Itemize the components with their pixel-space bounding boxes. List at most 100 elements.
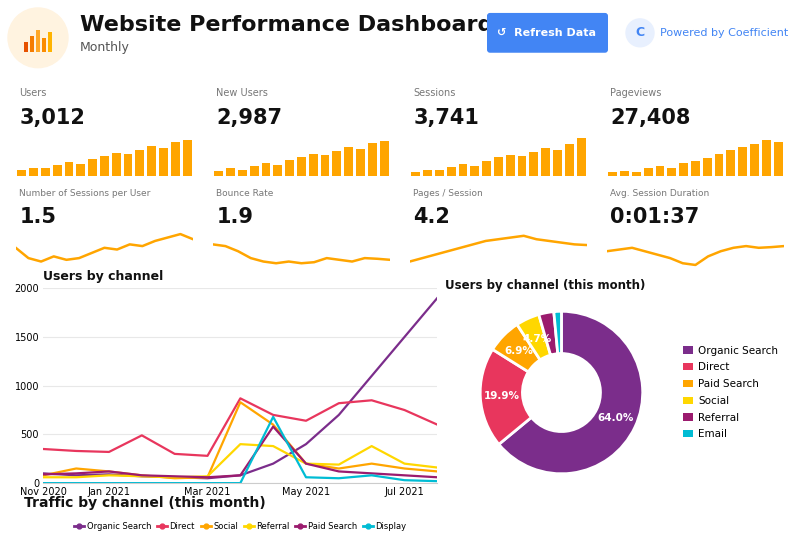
Bar xyxy=(285,160,294,176)
Bar xyxy=(17,170,26,176)
Bar xyxy=(100,156,109,176)
Wedge shape xyxy=(554,311,561,354)
Text: 1.5: 1.5 xyxy=(19,207,56,227)
Bar xyxy=(333,151,341,176)
Text: Users: Users xyxy=(19,88,46,98)
Bar xyxy=(727,150,735,176)
Circle shape xyxy=(626,19,654,47)
Bar xyxy=(159,148,168,176)
Bar xyxy=(48,32,52,52)
Bar xyxy=(368,143,377,176)
Bar xyxy=(679,163,688,176)
Bar xyxy=(147,145,156,176)
Bar xyxy=(214,171,223,176)
Bar xyxy=(30,36,34,52)
Text: 27,408: 27,408 xyxy=(610,108,690,128)
Text: New Users: New Users xyxy=(216,88,268,98)
Bar xyxy=(41,169,50,176)
Bar xyxy=(667,167,676,176)
Bar xyxy=(321,155,329,176)
Bar xyxy=(29,167,38,176)
Bar xyxy=(494,158,503,176)
Text: Pageviews: Pageviews xyxy=(610,88,662,98)
Bar xyxy=(273,165,282,176)
Bar xyxy=(632,172,641,176)
Bar xyxy=(112,153,121,176)
Bar xyxy=(136,150,144,176)
Bar xyxy=(171,142,180,176)
Text: 19.9%: 19.9% xyxy=(485,391,520,401)
Wedge shape xyxy=(539,312,558,355)
Legend: Organic Search, Direct, Paid Search, Social, Referral, Email: Organic Search, Direct, Paid Search, Soc… xyxy=(678,341,782,444)
Bar xyxy=(76,164,85,176)
Bar xyxy=(124,154,132,176)
Bar xyxy=(774,142,782,176)
Text: 3,012: 3,012 xyxy=(19,108,85,128)
Bar xyxy=(380,141,388,176)
Text: 2,987: 2,987 xyxy=(216,108,282,128)
Bar xyxy=(459,164,467,176)
Text: Traffic by channel (this month): Traffic by channel (this month) xyxy=(24,496,266,510)
Bar xyxy=(470,166,479,176)
Bar xyxy=(88,159,97,176)
Text: Pages / Session: Pages / Session xyxy=(413,189,483,198)
Legend: Organic Search, Direct, Social, Referral, Paid Search, Display: Organic Search, Direct, Social, Referral… xyxy=(71,518,410,534)
Text: Users by channel: Users by channel xyxy=(43,270,164,283)
Bar xyxy=(183,140,191,176)
Bar xyxy=(577,138,585,176)
Bar xyxy=(238,170,247,176)
Bar xyxy=(656,166,664,176)
Wedge shape xyxy=(517,315,551,360)
Bar xyxy=(356,149,365,176)
Text: Users by channel (this month): Users by channel (this month) xyxy=(445,279,645,292)
Bar xyxy=(644,169,652,176)
Bar xyxy=(620,171,629,176)
Bar xyxy=(447,167,455,176)
Wedge shape xyxy=(492,324,540,372)
Bar xyxy=(250,166,258,176)
Bar xyxy=(309,154,318,176)
Text: 64.0%: 64.0% xyxy=(597,413,634,423)
Text: Powered by Coefficient: Powered by Coefficient xyxy=(660,28,788,38)
Bar xyxy=(42,38,46,52)
Text: Avg. Session Duration: Avg. Session Duration xyxy=(610,189,709,198)
Text: Number of Sessions per User: Number of Sessions per User xyxy=(19,189,151,198)
Bar xyxy=(226,169,235,176)
Bar xyxy=(703,158,712,176)
Text: Bounce Rate: Bounce Rate xyxy=(216,189,273,198)
Wedge shape xyxy=(480,349,531,444)
Text: 4.7%: 4.7% xyxy=(522,334,552,344)
Bar xyxy=(608,172,617,176)
Bar xyxy=(65,162,73,176)
Bar xyxy=(435,171,444,176)
Bar xyxy=(518,156,526,176)
Bar xyxy=(553,150,562,176)
Text: Website Performance Dashboard: Website Performance Dashboard xyxy=(80,15,493,35)
Bar xyxy=(691,160,700,176)
Text: 0:01:37: 0:01:37 xyxy=(610,207,700,227)
Bar xyxy=(738,147,747,176)
Text: 1.9: 1.9 xyxy=(216,207,253,227)
Wedge shape xyxy=(499,311,643,474)
Bar xyxy=(411,172,420,176)
Bar xyxy=(715,154,723,176)
Text: Sessions: Sessions xyxy=(413,88,455,98)
Bar xyxy=(565,144,574,176)
Bar xyxy=(750,144,759,176)
Bar xyxy=(423,170,432,176)
Bar xyxy=(762,140,771,176)
Bar xyxy=(36,30,40,52)
Bar xyxy=(482,160,491,176)
Text: ↺  Refresh Data: ↺ Refresh Data xyxy=(497,28,597,38)
Bar xyxy=(297,156,306,176)
Text: 6.9%: 6.9% xyxy=(504,346,533,356)
Bar xyxy=(530,152,538,176)
Bar xyxy=(344,147,353,176)
Bar xyxy=(262,163,270,176)
Text: C: C xyxy=(635,26,645,40)
Bar xyxy=(506,154,515,176)
Bar xyxy=(24,42,28,52)
Bar xyxy=(541,148,550,176)
Bar xyxy=(53,165,61,176)
Text: Monthly: Monthly xyxy=(80,41,130,54)
